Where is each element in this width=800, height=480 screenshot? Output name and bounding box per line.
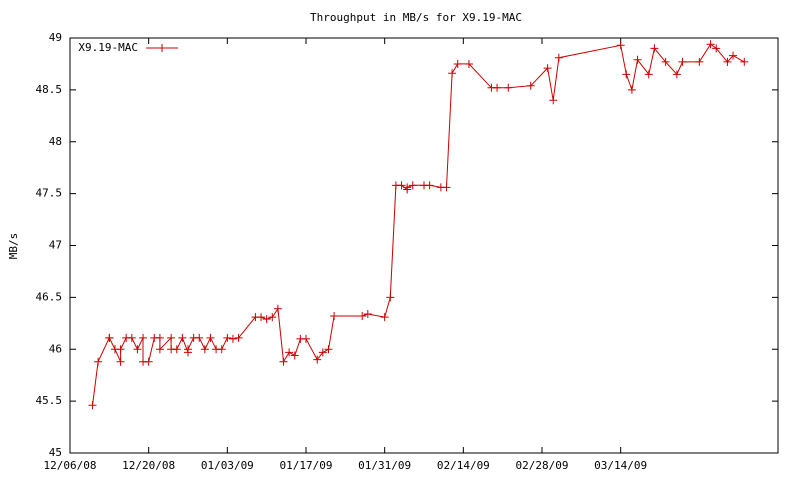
point-marker — [453, 59, 462, 68]
point-marker — [622, 70, 631, 79]
point-marker — [262, 315, 271, 324]
point-marker — [105, 333, 114, 342]
point-marker — [195, 333, 204, 342]
point-marker — [223, 333, 232, 342]
chart-title: Throughput in MB/s for X9.19-MAC — [310, 11, 522, 24]
point-marker — [144, 357, 153, 366]
x-tick-label: 02/28/09 — [516, 459, 569, 472]
point-marker — [127, 333, 136, 342]
x-tick-label: 02/14/09 — [437, 459, 490, 472]
y-tick-label: 49 — [49, 31, 62, 44]
point-marker — [633, 55, 642, 64]
point-marker — [386, 293, 395, 302]
point-marker — [290, 351, 299, 360]
y-tick-label: 45.5 — [36, 394, 63, 407]
y-axis-label: MB/s — [7, 233, 20, 260]
point-marker — [200, 345, 209, 354]
point-marker — [273, 304, 282, 313]
point-marker — [155, 345, 164, 354]
point-marker — [88, 401, 97, 410]
y-tick-label: 45 — [49, 446, 62, 459]
point-marker — [526, 81, 535, 90]
x-tick-label: 12/06/08 — [44, 459, 97, 472]
point-marker — [650, 44, 659, 53]
point-marker — [358, 312, 367, 321]
point-marker — [217, 345, 226, 354]
x-tick-label: 12/20/08 — [122, 459, 175, 472]
y-tick-label: 48 — [49, 135, 62, 148]
point-marker — [313, 355, 322, 364]
x-tick-label: 01/31/09 — [358, 459, 411, 472]
legend-label: X9.19-MAC — [78, 41, 138, 54]
point-marker — [133, 345, 142, 354]
point-marker — [543, 64, 552, 73]
point-marker — [363, 309, 372, 318]
point-marker — [740, 57, 749, 66]
x-tick-label: 03/14/09 — [594, 459, 647, 472]
point-marker — [94, 357, 103, 366]
point-marker — [139, 333, 148, 342]
point-marker — [172, 345, 181, 354]
point-marker — [302, 334, 310, 343]
point-marker — [729, 51, 738, 60]
point-marker — [167, 333, 176, 342]
x-tick-label: 01/03/09 — [201, 459, 254, 472]
point-marker — [712, 44, 721, 53]
point-marker — [627, 85, 636, 94]
point-marker — [228, 334, 237, 343]
point-marker — [549, 96, 558, 105]
point-marker — [504, 83, 513, 92]
series-line — [92, 43, 745, 406]
point-marker — [397, 181, 406, 190]
point-marker — [234, 333, 243, 342]
point-marker — [493, 83, 502, 92]
point-marker — [318, 348, 327, 357]
point-marker — [116, 345, 125, 354]
legend-marker — [158, 44, 166, 52]
point-marker — [448, 69, 457, 78]
point-marker — [324, 345, 333, 354]
point-marker — [661, 57, 670, 66]
point-marker — [442, 183, 451, 192]
point-marker — [155, 333, 164, 342]
point-marker — [403, 183, 412, 192]
point-marker — [425, 181, 434, 190]
point-marker — [285, 348, 294, 357]
point-marker — [206, 333, 215, 342]
point-marker — [678, 57, 687, 66]
point-marker — [695, 57, 704, 66]
point-marker — [616, 41, 625, 50]
point-marker — [257, 313, 266, 322]
y-tick-label: 47.5 — [36, 187, 63, 200]
point-marker — [178, 333, 187, 342]
point-marker — [723, 57, 732, 66]
point-marker — [330, 312, 339, 321]
point-marker — [380, 313, 389, 322]
point-marker — [268, 313, 277, 322]
plot-frame — [69, 37, 779, 454]
point-marker — [644, 70, 653, 79]
point-marker — [408, 181, 417, 190]
y-tick-label: 47 — [49, 239, 62, 252]
point-marker — [184, 345, 192, 354]
y-tick-label: 46 — [49, 342, 62, 355]
x-tick-label: 01/17/09 — [280, 459, 333, 472]
point-marker — [116, 357, 125, 366]
y-tick-label: 46.5 — [36, 290, 63, 303]
point-marker — [672, 70, 681, 79]
y-tick-label: 48.5 — [36, 83, 63, 96]
point-marker — [464, 59, 473, 68]
point-marker — [554, 53, 563, 62]
point-marker — [279, 357, 288, 366]
point-marker — [706, 40, 715, 49]
